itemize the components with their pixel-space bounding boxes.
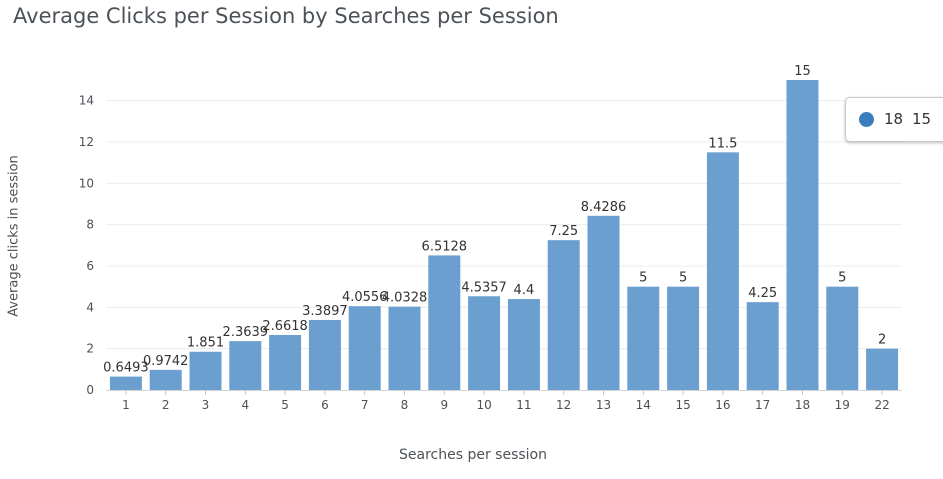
x-tick-label: 15 [675,398,690,412]
bar [149,369,182,390]
bar [388,306,421,390]
x-tick-label: 18 [795,398,810,412]
data-label: 11.5 [708,136,737,151]
x-tick-label: 9 [440,398,448,412]
tooltip-x-value: 18 [884,110,904,128]
grid-layer [106,100,902,391]
bar [348,306,381,390]
x-tick-label: 19 [835,398,850,412]
y-tick-label: 6 [86,259,94,273]
bar [468,296,501,390]
x-tick-label: 16 [715,398,730,412]
data-label: 7.25 [549,224,578,239]
bar [189,351,222,390]
y-tick-label: 2 [86,342,94,356]
data-label: 4.0556 [342,290,388,305]
bar [109,376,142,390]
data-label: 5 [838,271,846,286]
x-tick-label: 3 [202,398,210,412]
y-axis-label: Average clicks in session [6,155,22,317]
tooltip-y-value: 15 [912,110,932,128]
data-label: 5 [639,271,647,286]
bar [746,302,779,390]
data-label: 0.9742 [143,354,189,369]
y-tick-label: 0 [86,383,94,397]
data-label: 8.4286 [581,200,627,215]
bars-layer [109,80,899,390]
data-label: 4.4 [514,283,535,298]
bar [547,240,580,390]
data-label: 15 [794,64,811,79]
y-tick-label: 10 [79,176,94,190]
y-tick-label: 12 [79,135,94,149]
x-tick-label: 5 [281,398,289,412]
data-label: 2.3639 [223,325,269,340]
bar [826,286,859,390]
data-label: 0.6493 [103,361,149,376]
data-label: 4.5357 [461,280,507,295]
x-tick-label: 12 [556,398,571,412]
data-label: 2 [878,333,886,348]
x-tick-label: 1 [122,398,130,412]
data-label: 4.25 [748,286,777,301]
y-tick-label: 4 [86,300,94,314]
bar [786,80,819,390]
x-tick-label: 7 [361,398,369,412]
y-tick-label: 14 [79,94,94,108]
hover-tooltip: 18 15 [845,97,943,142]
x-axis-ticks: 1 2 3 4 5 6 7 8 9 10 11 12 13 14 15 16 17 18 19 22 [122,390,890,412]
x-tick-label: 11 [516,398,531,412]
x-axis-label: Searches per session [399,447,547,463]
bar [229,341,262,390]
data-label: 4.0328 [382,291,428,306]
x-tick-label: 2 [162,398,170,412]
x-tick-label: 13 [596,398,611,412]
x-tick-label: 17 [755,398,770,412]
bar [866,348,899,390]
x-tick-label: 6 [321,398,329,412]
x-tick-label: 14 [636,398,651,412]
bar [308,319,341,390]
data-label: 3.3897 [302,304,348,319]
y-tick-label: 8 [86,218,94,232]
bar [428,255,461,390]
chart-title: Average Clicks per Session by Searches p… [13,4,559,28]
data-label: 1.851 [187,336,224,351]
bar [269,334,302,390]
bar [706,152,739,390]
y-axis-ticks: 0 2 4 6 8 10 12 14 [79,94,94,397]
bar [587,215,620,390]
data-label: 5 [679,271,687,286]
series-dot-icon [859,112,874,127]
bar [627,286,660,390]
bar [507,299,540,390]
data-label: 2.6618 [262,319,308,334]
bar [667,286,700,390]
data-label: 6.5128 [422,239,468,254]
x-tick-label: 10 [476,398,491,412]
x-tick-label: 22 [874,398,889,412]
x-tick-label: 4 [241,398,249,412]
x-tick-label: 8 [401,398,409,412]
